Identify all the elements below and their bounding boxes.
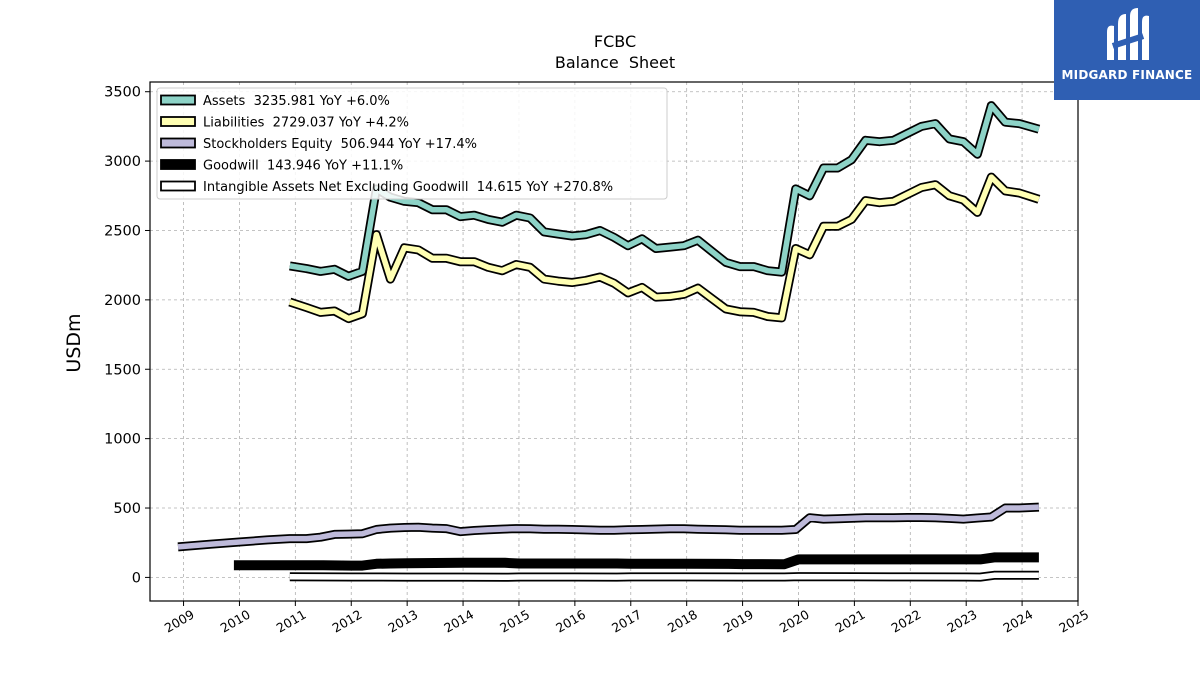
x-tick-label: 2013: [385, 607, 420, 636]
x-tick-label: 2012: [329, 607, 364, 636]
series-line-4: [289, 572, 1039, 581]
x-tick-label: 2011: [274, 607, 309, 636]
legend-label-1: Liabilities 2729.037 YoY +4.2%: [203, 116, 409, 131]
x-tick-label: 2018: [665, 607, 700, 636]
y-tick-label: 3000: [104, 154, 141, 170]
y-axis-label: USDm: [63, 313, 85, 372]
series-lines: [177, 101, 1041, 582]
x-tick-label: 2017: [609, 607, 644, 636]
x-tick-label: 2014: [441, 607, 476, 636]
series-line-2: [177, 504, 1040, 550]
legend-swatch-0: [160, 94, 196, 106]
x-tick-label: 2022: [889, 607, 924, 636]
x-tick-label: 2010: [218, 607, 253, 636]
series-line-0: [289, 102, 1040, 280]
legend-box: [156, 87, 668, 200]
x-tick-label: 2025: [1056, 607, 1091, 636]
legend-swatch-1: [160, 116, 196, 127]
y-tick-label: 500: [113, 501, 141, 517]
x-tick-label: 2019: [721, 607, 756, 636]
legend-label-4: Intangible Assets Net Excluding Goodwill…: [203, 180, 613, 195]
x-tick-label: 2016: [553, 607, 588, 636]
company-logo: MIDGARD FINANCE: [1054, 0, 1200, 100]
x-tick-label: 2024: [1000, 607, 1035, 636]
series-outline-3: [233, 552, 1039, 571]
series-line-1: [288, 174, 1040, 322]
y-tick-label: 3500: [104, 85, 141, 101]
legend-swatch-3: [160, 159, 196, 170]
x-tick-label: 2021: [833, 607, 868, 636]
x-tick-label: 2015: [497, 607, 532, 636]
midgard-logo-icon: [1107, 8, 1149, 61]
legend-label-3: Goodwill 143.946 YoY +11.1%: [203, 159, 403, 174]
chart-subtitle: Balance Sheet: [555, 53, 675, 72]
x-tick-label: 2009: [162, 607, 197, 636]
y-tick-label: 1500: [104, 362, 141, 378]
legend-label-0: Assets 3235.981 YoY +6.0%: [203, 94, 390, 109]
y-tick-label: 2000: [104, 293, 141, 309]
y-tick-label: 0: [132, 570, 141, 586]
x-tick-label: 2020: [777, 607, 812, 636]
legend-swatch-4: [160, 180, 196, 192]
y-tick-label: 1000: [104, 432, 141, 448]
chart-title: FCBC: [594, 32, 636, 51]
x-tick-label: 2023: [944, 607, 979, 636]
company-name: MIDGARD FINANCE: [1061, 68, 1193, 82]
legend-swatch-2: [160, 137, 196, 149]
plot-frame: [149, 81, 1079, 602]
legend-label-2: Stockholders Equity 506.944 YoY +17.4%: [203, 137, 477, 152]
legend: Assets 3235.981 YoY +6.0% Liabilities 272…: [156, 87, 668, 200]
y-tick-label: 2500: [104, 223, 141, 239]
